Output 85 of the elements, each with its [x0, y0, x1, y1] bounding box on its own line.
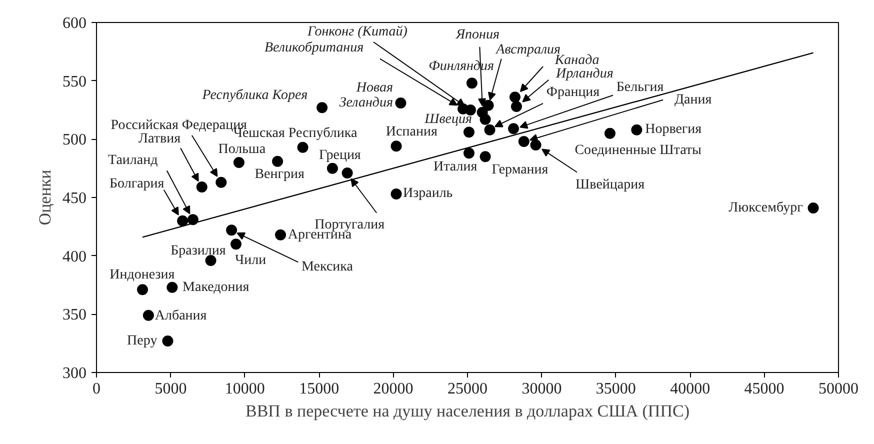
annotation: Индонезия: [110, 267, 176, 282]
point: [230, 238, 242, 250]
annotation: Македония: [182, 280, 250, 295]
point: [484, 124, 496, 136]
y-tick-label: 500: [62, 132, 86, 149]
annotation: Португалия: [314, 217, 386, 232]
annotation: Венгрия: [254, 166, 305, 182]
point: [530, 140, 542, 150]
point: [166, 282, 178, 293]
point: [142, 310, 154, 321]
point: [272, 156, 284, 167]
x-tick-label: 50000: [818, 380, 858, 398]
point: [510, 101, 522, 112]
point: [390, 140, 402, 152]
annotation: Израиль: [402, 186, 453, 202]
point: [463, 148, 474, 159]
annotation: Германия: [492, 162, 549, 178]
point: [316, 102, 328, 114]
x-axis-title: ВВП в пересчете на душу населения в долларах США (ППС): [246, 402, 690, 420]
point: [508, 123, 520, 134]
x-tick-label: 25000: [448, 380, 488, 398]
point: [187, 214, 198, 226]
x-tick-label: 15000: [299, 380, 340, 398]
x-tick-label: 0: [92, 380, 100, 398]
annotation: Мексика: [302, 260, 354, 275]
annotation: Швеция: [424, 112, 472, 128]
annotation: Италия: [434, 159, 478, 174]
x-tick-label: 10000: [224, 380, 265, 398]
y-tick-label: 550: [62, 73, 86, 90]
y-tick-label: 400: [62, 248, 86, 266]
point: [342, 168, 353, 178]
annotation: Латвия: [138, 132, 182, 147]
x-tick-label: 45000: [744, 380, 784, 398]
point: [631, 124, 642, 136]
y-axis-title: Оценки: [36, 170, 54, 226]
annotation: Норвегия: [645, 122, 702, 137]
y-tick-label: 350: [62, 306, 86, 324]
point: [326, 162, 338, 174]
x-tick-label: 5000: [154, 380, 187, 398]
point: [480, 151, 491, 162]
annotation: Франция: [546, 84, 600, 100]
point: [275, 229, 286, 240]
y-tick-label: 600: [62, 15, 86, 32]
point: [177, 215, 188, 226]
point: [233, 157, 244, 168]
point: [466, 78, 478, 89]
annotation: Болгария: [110, 176, 165, 192]
point: [226, 224, 238, 236]
annotation: Бельгия: [616, 80, 664, 95]
annotation: Ирландия: [555, 66, 614, 82]
annotation: Республика Корея: [201, 88, 308, 103]
annotation: Соединенные Штаты: [574, 142, 702, 158]
annotation: Дания: [674, 92, 712, 108]
x-tick-label: 35000: [596, 380, 636, 398]
point: [196, 182, 208, 192]
point: [509, 92, 520, 103]
x-tick-label: 40000: [670, 380, 710, 398]
x-tick-label: 20000: [373, 380, 414, 398]
point: [390, 188, 402, 200]
point: [297, 142, 308, 153]
x-tick-label: 30000: [522, 380, 562, 398]
point: [518, 136, 530, 147]
point: [463, 126, 474, 138]
annotation: Люксембург: [728, 200, 804, 216]
annotation: Перу: [127, 334, 158, 349]
annotation: Польша: [218, 142, 266, 157]
point: [808, 202, 819, 214]
point: [480, 114, 491, 125]
point: [216, 176, 227, 188]
annotation: Таиланд: [108, 153, 158, 168]
y-tick-label: 450: [62, 190, 86, 207]
annotation: Бразилия: [170, 243, 226, 258]
annotation: Чили: [235, 253, 267, 268]
y-tick-label: 300: [62, 365, 86, 382]
annotation: Великобритания: [264, 40, 364, 56]
point: [482, 100, 494, 111]
annotation: Албания: [154, 308, 208, 324]
point: [162, 336, 174, 346]
annotation: Швейцария: [576, 178, 646, 193]
point: [137, 284, 148, 296]
annotation: Гонконг (Китай): [306, 24, 408, 40]
annotation: Испания: [386, 124, 438, 140]
annotation: Япония: [454, 27, 500, 42]
annotation: Греция: [319, 148, 362, 163]
point: [604, 128, 616, 139]
